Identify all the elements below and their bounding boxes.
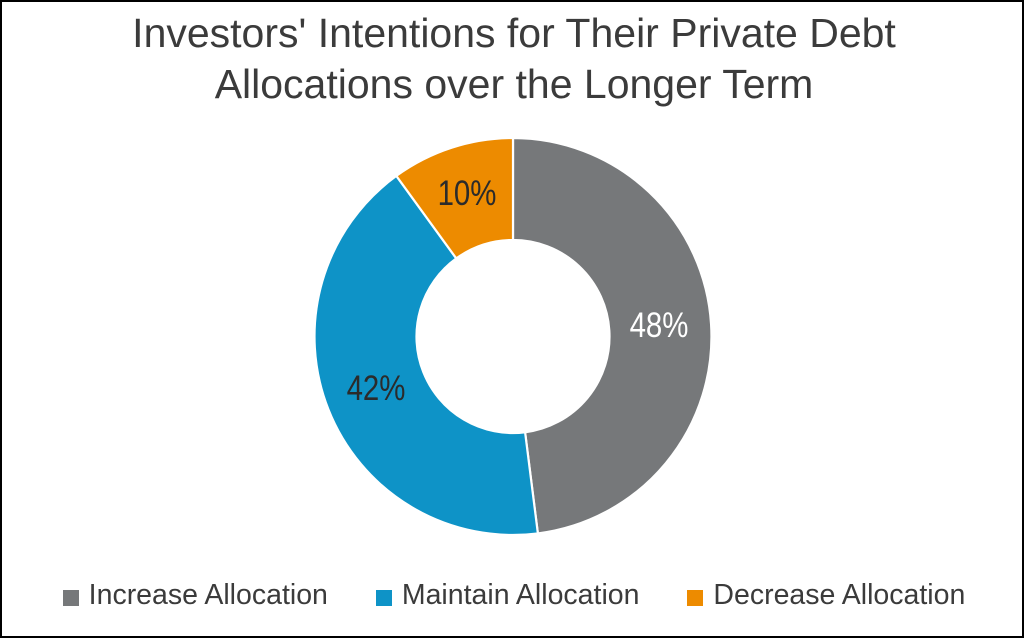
svg-text:48%: 48% bbox=[630, 306, 689, 345]
svg-text:42%: 42% bbox=[347, 369, 406, 408]
svg-text:10%: 10% bbox=[438, 174, 497, 213]
